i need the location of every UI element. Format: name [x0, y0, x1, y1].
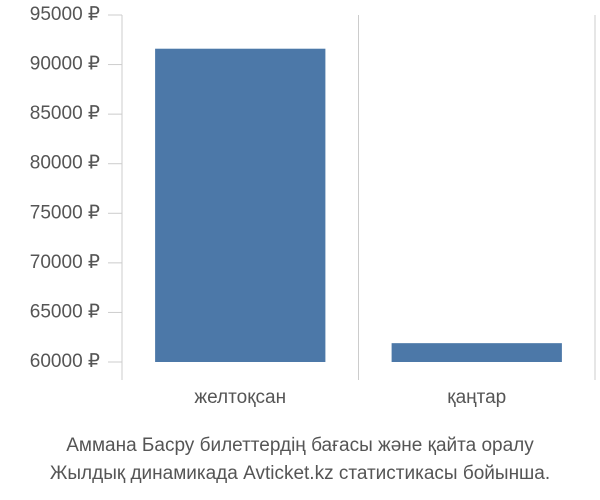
chart-title: Аммана Басру билеттердің бағасы және қай…	[66, 435, 534, 456]
y-tick-label: 80000 ₽	[30, 153, 100, 174]
chart-title: Жылдық динамикада Avticket.kz статистика…	[50, 463, 550, 484]
x-tick-label: қаңтар	[447, 387, 506, 408]
bar	[155, 48, 326, 363]
y-tick-label: 75000 ₽	[30, 202, 100, 223]
y-tick-label: 60000 ₽	[30, 351, 100, 372]
y-tick-label: 70000 ₽	[30, 252, 100, 273]
y-tick-label: 65000 ₽	[30, 301, 100, 322]
bar	[391, 343, 562, 362]
x-tick-label: желтоқсан	[194, 387, 286, 408]
y-tick-label: 85000 ₽	[30, 103, 100, 124]
y-tick-label: 95000 ₽	[30, 4, 100, 25]
y-tick-label: 90000 ₽	[30, 54, 100, 75]
